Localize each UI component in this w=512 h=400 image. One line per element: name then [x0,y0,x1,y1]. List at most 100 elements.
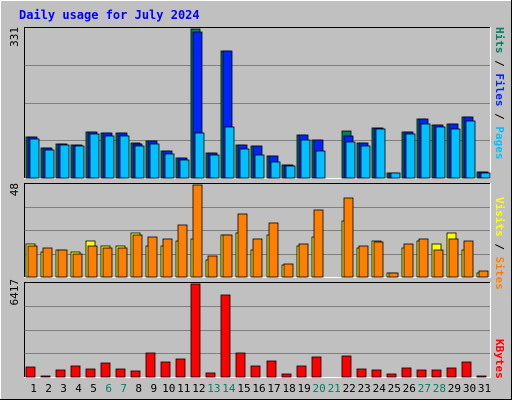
x-tick-label-17: 17 [267,382,280,395]
bar-pages-day-20 [315,150,326,179]
bar-pages-day-19 [300,139,311,179]
bar-pages-day-14 [224,126,235,179]
bar-sites-day-23 [358,245,369,278]
bar-sites-day-24 [373,241,384,278]
bar-sites-day-14 [222,234,233,278]
svg-text:KBytes: KBytes [493,339,506,379]
panel-plot-area [24,282,490,377]
bar-sites-day-26 [403,243,414,278]
ymax-label-bottom: 6417 [8,279,21,306]
legend-files: Files [493,73,506,106]
bar-sites-day-18 [283,263,294,278]
bar-kbytes-day-13 [205,372,216,378]
bar-pages-day-23 [360,145,371,179]
bar-sites-day-11 [177,224,188,278]
x-tick-label-27: 27 [418,382,431,395]
bar-kbytes-day-18 [281,373,292,378]
bar-pages-day-24 [375,128,386,179]
ymax-label-middle: 48 [8,183,21,196]
bar-sites-day-9 [147,236,158,278]
bar-sites-day-29 [448,238,459,278]
legend-sep: / [493,107,506,127]
x-tick-label-30: 30 [463,382,476,395]
legend-sites: Sites [493,257,506,290]
bar-pages-day-10 [164,153,175,179]
bar-kbytes-day-22 [341,355,352,378]
bar-kbytes-day-2 [40,375,51,378]
bar-sites-day-31 [478,270,489,278]
bar-pages-day-11 [179,159,190,179]
bar-sites-day-17 [268,222,279,278]
legend-visits: Visits [493,197,506,237]
x-tick-label-9: 9 [150,382,157,395]
bar-kbytes-day-4 [70,365,81,378]
x-tick-label-28: 28 [433,382,446,395]
bar-kbytes-day-25 [386,373,397,378]
bar-sites-day-5 [87,245,98,278]
bar-pages-day-1 [29,138,40,179]
bar-pages-day-8 [134,145,145,179]
x-tick-label-26: 26 [403,382,416,395]
panel-kbytes [24,282,491,378]
svg-text:Visits / Sites: Visits / Sites [493,197,506,290]
bar-sites-day-10 [162,238,173,278]
bar-kbytes-day-7 [115,368,126,378]
bar-kbytes-day-20 [311,356,322,378]
bar-kbytes-day-23 [356,368,367,378]
bar-sites-day-27 [418,238,429,278]
bar-kbytes-day-11 [175,358,186,378]
x-tick-label-31: 31 [478,382,491,395]
bar-pages-day-12 [194,132,205,179]
bar-pages-day-13 [209,154,220,179]
bar-pages-day-30 [465,120,476,179]
bar-sites-day-15 [237,213,248,278]
x-tick-label-5: 5 [90,382,97,395]
bar-pages-day-22 [345,141,356,179]
legend-sep: / [493,54,506,74]
x-tick-label-15: 15 [237,382,250,395]
x-tick-label-29: 29 [448,382,461,395]
x-axis-day-labels: 1 2 3 4 5 6 7 8 9 10 11 12 13 14 15 16 17 18 19 20 21 22 23 24 2… [30,382,491,395]
bar-kbytes-day-8 [130,370,141,378]
x-tick-label-23: 23 [358,382,371,395]
x-tick-label-4: 4 [75,382,82,395]
bar-sites-day-16 [252,238,263,278]
bar-kbytes-day-24 [371,369,382,378]
panel-pages-files-hits [24,27,491,179]
bar-kbytes-day-28 [431,369,442,378]
bar-sites-day-20 [313,209,324,278]
bar-pages-day-4 [74,145,85,179]
bar-sites-day-12 [192,184,203,278]
bar-kbytes-day-3 [55,369,66,378]
x-tick-label-6: 6 [105,382,112,395]
panel-sites-visits [24,183,491,278]
x-tick-label-10: 10 [162,382,175,395]
x-tick-label-7: 7 [120,382,127,395]
x-tick-label-13: 13 [207,382,220,395]
x-tick-label-24: 24 [373,382,387,395]
bar-sites-day-4 [72,253,83,278]
bar-sites-day-2 [42,247,53,278]
bar-kbytes-day-19 [296,365,307,378]
legend-sep: / [493,237,506,257]
bar-sites-day-25 [388,272,399,278]
bar-kbytes-day-16 [250,365,261,378]
bar-pages-day-27 [420,123,431,179]
bar-pages-day-15 [239,148,250,179]
bar-pages-day-16 [254,154,265,179]
bar-pages-day-26 [405,133,416,179]
x-tick-label-19: 19 [297,382,310,395]
x-tick-label-16: 16 [252,382,265,395]
bar-kbytes-day-12 [190,283,201,378]
bar-kbytes-day-17 [266,360,277,378]
x-tick-label-11: 11 [177,382,190,395]
legend-bottom: KBytes [493,339,506,379]
bar-sites-day-30 [463,240,474,278]
legend-hits: Hits [493,27,506,54]
bar-sites-day-6 [102,247,113,278]
bar-pages-day-17 [270,161,281,179]
bar-pages-day-2 [44,149,55,179]
bar-kbytes-day-10 [160,361,171,378]
x-tick-label-8: 8 [135,382,142,395]
